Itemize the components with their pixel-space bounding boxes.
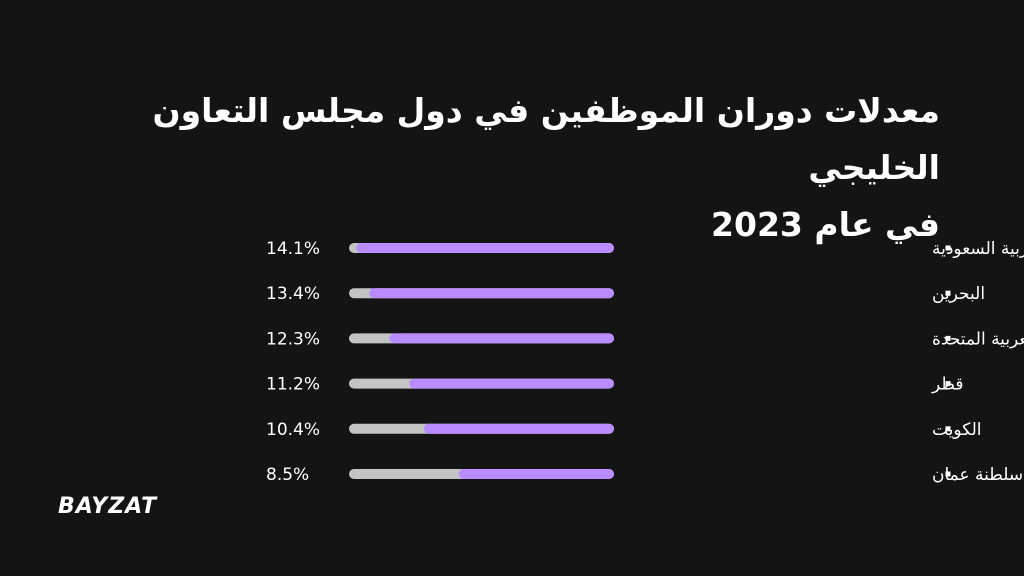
value-label: 14.1% [266, 239, 320, 259]
category-label: البحرين [932, 284, 985, 304]
bar [423, 423, 614, 434]
chart-title-line-1: معدلات دوران الموظفين في دول مجلس التعاو… [152, 91, 940, 187]
category-label: الكويت [932, 420, 982, 440]
bayzat-logo: BAYZAT [58, 494, 158, 519]
bullet-icon [945, 290, 951, 296]
chart-title: معدلات دوران الموظفين في دول مجلس التعاو… [80, 82, 940, 253]
bullet-icon [945, 471, 951, 477]
chart-title-line-2: في عام 2023 [711, 205, 940, 244]
bullet-icon [945, 381, 951, 387]
bar [458, 469, 614, 479]
value-label: 8.5% [266, 465, 309, 485]
value-label: 11.2% [266, 375, 320, 395]
bar [389, 333, 614, 344]
bullet-icon [945, 335, 951, 341]
bullet-icon [945, 426, 951, 432]
bar [356, 243, 614, 253]
category-label: الإمارات العربية المتحدة [932, 329, 1024, 349]
value-label: 12.3% [266, 329, 320, 349]
bar [409, 378, 614, 389]
value-label: 13.4% [266, 284, 320, 304]
value-label: 10.4% [266, 420, 320, 440]
bar [369, 288, 614, 299]
category-label: المملكة العربية السعودية [932, 239, 1024, 259]
bullet-icon [945, 245, 951, 251]
category-label: سلطنة عمان [932, 465, 1023, 485]
